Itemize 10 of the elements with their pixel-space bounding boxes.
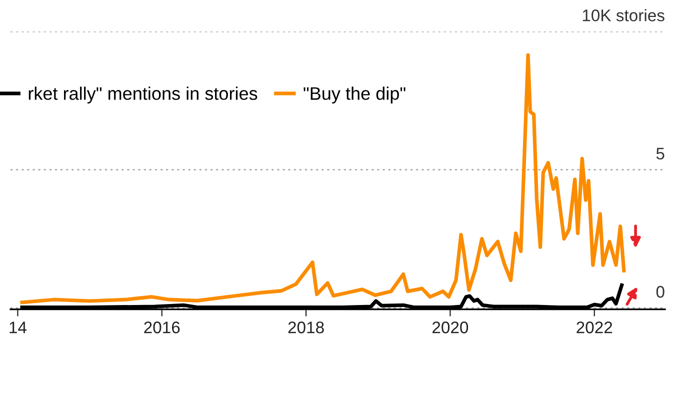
legend-label: "Buy the dip"	[304, 86, 406, 104]
legend-label: rket rally" mentions in stories	[28, 86, 258, 104]
y-tick-label: 10K stories	[582, 9, 664, 22]
x-tick-label: 14	[10, 322, 26, 334]
x-tick-label: 2020	[432, 322, 468, 334]
y-tick-label: 0	[656, 286, 664, 298]
x-tick-label: 2022	[576, 322, 612, 334]
y-tick-label: 5	[656, 148, 664, 160]
x-tick-label: 2018	[288, 322, 324, 334]
x-tick-label: 2016	[144, 322, 180, 334]
